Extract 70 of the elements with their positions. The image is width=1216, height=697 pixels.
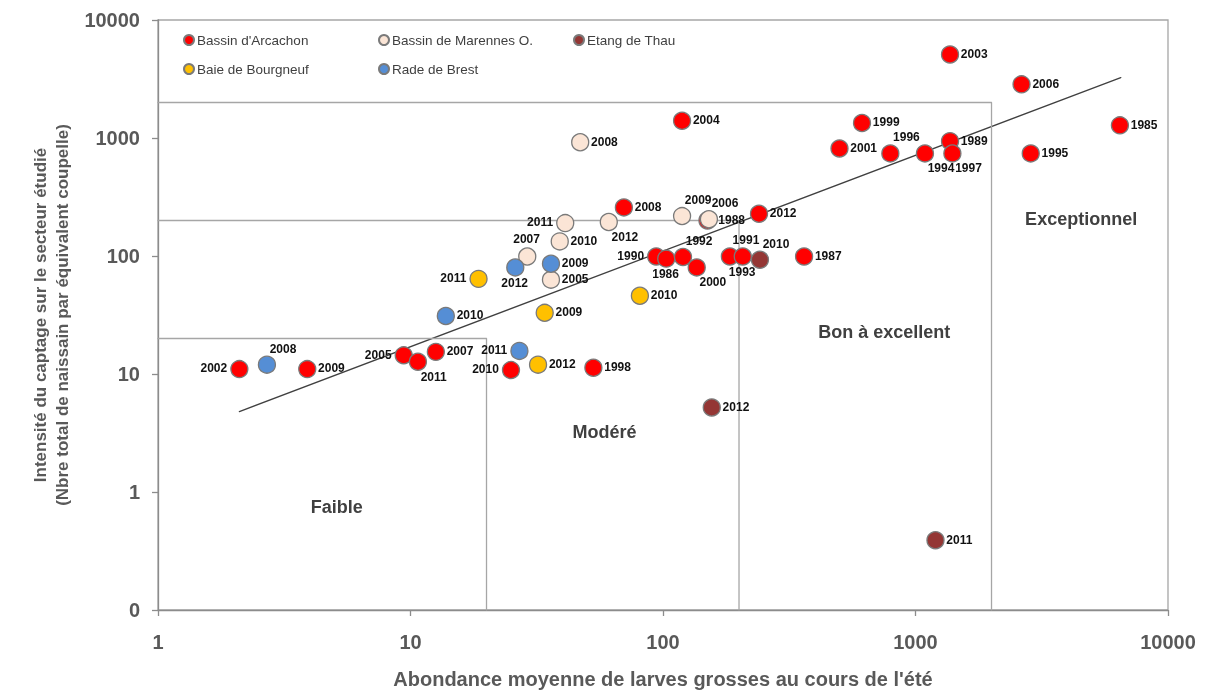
x-tick-label: 100 bbox=[646, 631, 680, 653]
annotation: 2000 bbox=[699, 275, 727, 290]
annotation: 2008 bbox=[269, 341, 297, 356]
annotation: 1988 bbox=[718, 212, 746, 227]
annotation: 2008 bbox=[591, 134, 619, 149]
annotation: 1998 bbox=[604, 360, 632, 375]
annotation: 2005 bbox=[561, 272, 589, 287]
annotation: 2003 bbox=[960, 46, 988, 61]
annotation: 1990 bbox=[617, 248, 645, 263]
annotation: 2011 bbox=[946, 532, 973, 547]
annotation: 2009 bbox=[318, 361, 346, 376]
annotation: Modéré bbox=[572, 421, 637, 442]
annotation: 1994 bbox=[927, 161, 955, 176]
y-tick-label: 10000 bbox=[84, 9, 140, 31]
x-tick-label: 10000 bbox=[1140, 631, 1196, 653]
annotation: Bon à excellent bbox=[818, 322, 951, 343]
annotation: 2011 bbox=[420, 369, 448, 384]
annotation: 2007 bbox=[513, 232, 541, 247]
annotation: 2005 bbox=[364, 347, 392, 362]
annotation: 2012 bbox=[769, 206, 797, 221]
x-tick-label: 1 bbox=[152, 631, 164, 653]
annotation: 2009 bbox=[684, 192, 712, 207]
annotation: 2008 bbox=[634, 199, 662, 214]
x-axis-title: Abondance moyenne de larves grosses au cours de l'été bbox=[393, 668, 933, 690]
annotation: 2010 bbox=[650, 288, 678, 303]
annotation: 2006 bbox=[1032, 76, 1060, 91]
annotation: 1999 bbox=[872, 115, 900, 130]
annotation: 2011 bbox=[481, 343, 508, 358]
legend-label: Rade de Brest bbox=[392, 61, 479, 77]
y-tick-label: 10 bbox=[117, 363, 140, 385]
annotation: 2012 bbox=[501, 276, 529, 291]
y-tick-label: 1000 bbox=[95, 127, 140, 149]
annotation: 2004 bbox=[692, 113, 720, 128]
y-axis-title: Intensité du captage sur le secteur étudié (Nbre total de naissain par équivalent coupelle) bbox=[30, 124, 72, 506]
y-tick-label: 100 bbox=[106, 245, 140, 267]
annotation: 2009 bbox=[561, 256, 589, 271]
annotation: 1991 bbox=[732, 233, 760, 248]
annotation: Faible bbox=[310, 497, 363, 518]
annotation: 2006 bbox=[711, 196, 739, 211]
annotation: 2010 bbox=[456, 308, 484, 323]
legend-label: Bassin d'Arcachon bbox=[197, 32, 309, 48]
annotation: 2009 bbox=[555, 305, 583, 320]
annotation: 1985 bbox=[1130, 117, 1158, 132]
x-tick-label: 10 bbox=[399, 631, 422, 653]
annotation: 1993 bbox=[728, 265, 756, 280]
x-tick-label: 1000 bbox=[893, 631, 938, 653]
annotation: 1987 bbox=[814, 248, 842, 263]
annotation: 2011 bbox=[440, 271, 467, 286]
legend-label: Etang de Thau bbox=[587, 32, 676, 48]
annotation: 2010 bbox=[570, 233, 598, 248]
annotation: 2012 bbox=[722, 399, 750, 414]
annotation: 2010 bbox=[472, 362, 500, 377]
annotation: 2007 bbox=[446, 344, 474, 359]
annotation: 1989 bbox=[960, 133, 988, 148]
annotation: 1997 bbox=[955, 161, 983, 176]
annotation: 2012 bbox=[548, 357, 576, 372]
annotation: 1986 bbox=[652, 267, 680, 282]
annotation: 2010 bbox=[762, 236, 790, 251]
legend-label: Baie de Bourgneuf bbox=[197, 61, 310, 77]
annotation: 1995 bbox=[1041, 145, 1069, 160]
annotation: 1992 bbox=[685, 233, 713, 248]
y-tick-label: 0 bbox=[128, 599, 140, 621]
annotation: 2002 bbox=[200, 361, 228, 376]
annotation: Exceptionnel bbox=[1025, 208, 1138, 229]
annotation: 2012 bbox=[611, 229, 639, 244]
annotation: 1996 bbox=[893, 130, 921, 145]
legend-label: Bassin de Marennes O. bbox=[392, 32, 534, 48]
annotation: 2011 bbox=[527, 215, 554, 230]
y-tick-label: 1 bbox=[128, 481, 140, 503]
annotation: 2001 bbox=[850, 140, 878, 155]
